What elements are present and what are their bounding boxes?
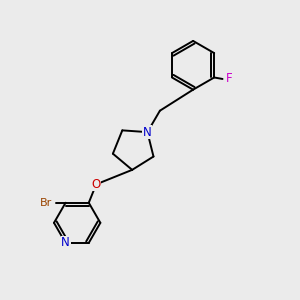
Text: N: N	[61, 236, 70, 249]
Text: O: O	[92, 178, 101, 191]
Text: Br: Br	[40, 198, 52, 208]
Text: N: N	[143, 126, 152, 139]
Text: F: F	[226, 73, 232, 85]
